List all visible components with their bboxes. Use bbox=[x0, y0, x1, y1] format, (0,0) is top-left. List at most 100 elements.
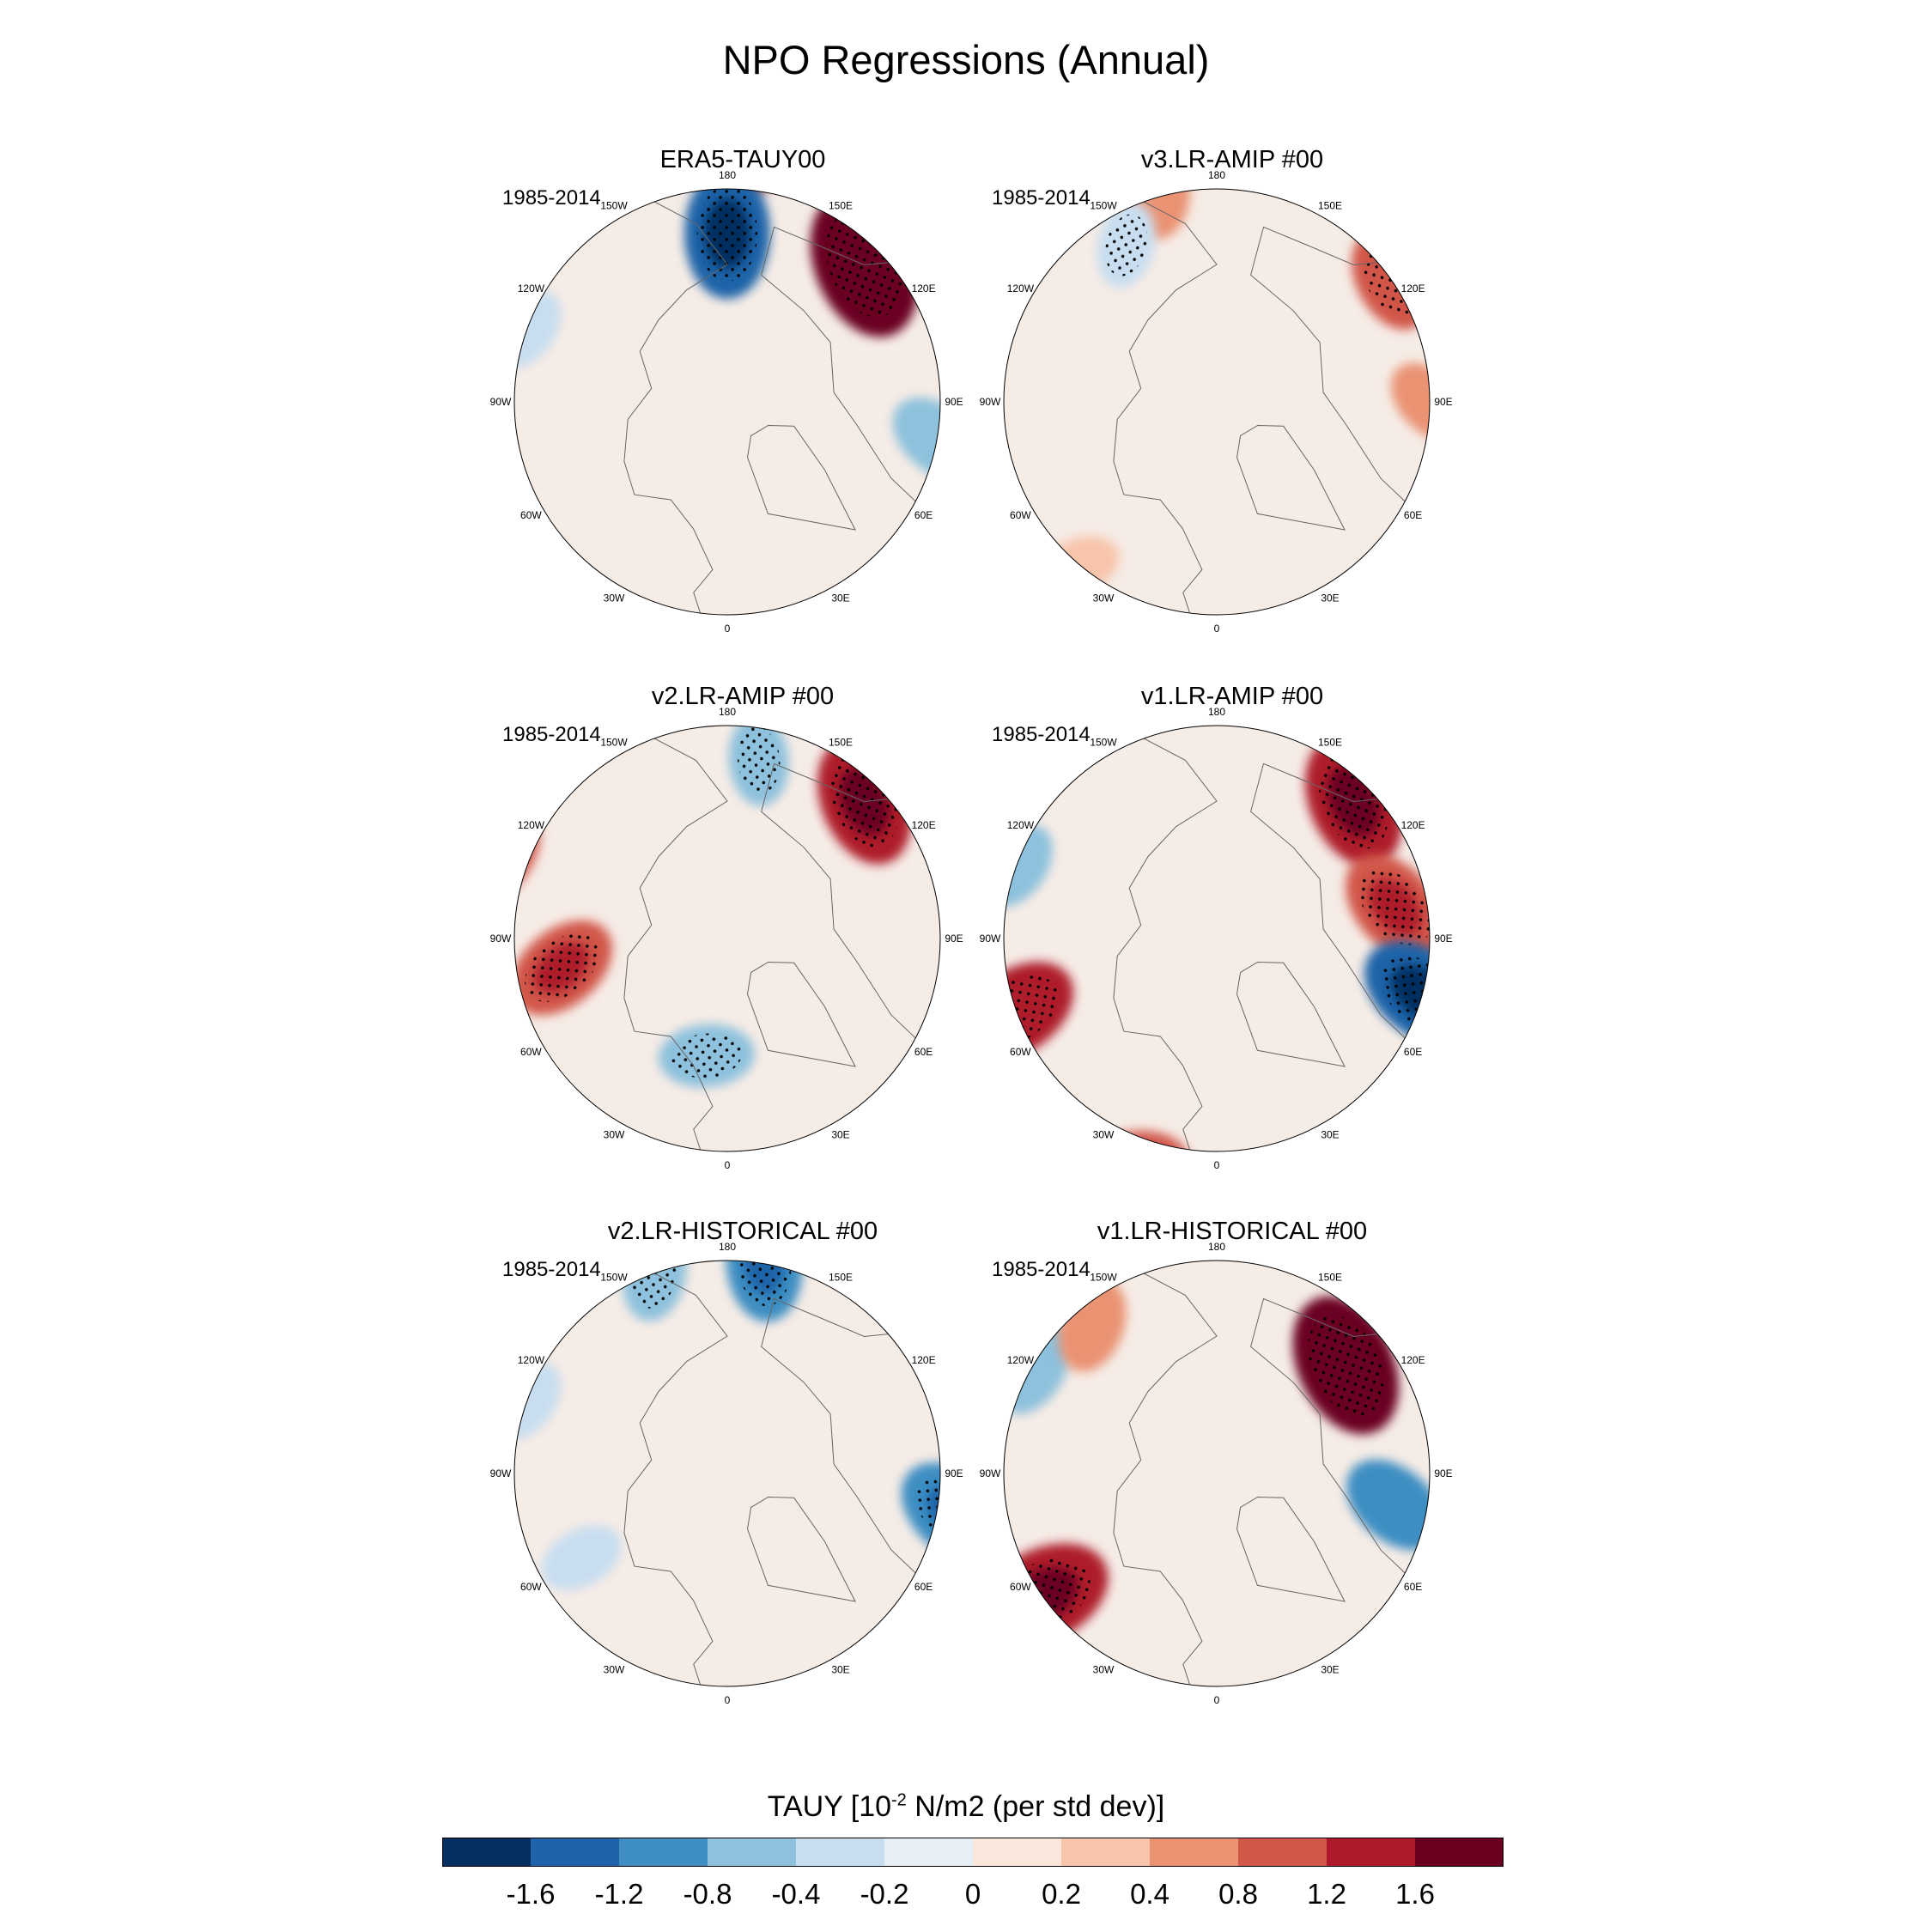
polar-map: 180 150E 120E 90E 60E 30E 0 30W 60W 90W 120W 150W bbox=[490, 706, 963, 1171]
panel-period: 1985-2014 bbox=[992, 1258, 1091, 1281]
longitude-label: 60W bbox=[520, 1046, 542, 1058]
panel-period: 1985-2014 bbox=[502, 723, 601, 746]
anomaly-core bbox=[1369, 1480, 1421, 1529]
colorbar-swatch bbox=[1238, 1838, 1327, 1867]
negative-anomaly bbox=[1453, 803, 1562, 918]
significance-stipple bbox=[525, 933, 598, 1002]
longitude-label: 60E bbox=[914, 1581, 933, 1593]
map-panel: v2.LR-AMIP #00 180 150E 120E 90E 60E 30E 0 30W 60… bbox=[490, 683, 983, 1172]
coastline bbox=[1250, 1297, 1430, 1597]
map-border bbox=[1003, 725, 1431, 1152]
longitude-label: 120E bbox=[1401, 283, 1425, 295]
longitude-label: 120W bbox=[518, 283, 545, 295]
longitude-label: 150E bbox=[829, 1271, 853, 1283]
colorbar-units-suffix: N/m2 (per std dev)] bbox=[906, 1790, 1165, 1823]
longitude-label: 180 bbox=[1208, 169, 1225, 181]
colorbar-tick-label: -0.2 bbox=[860, 1878, 909, 1910]
longitude-label: 150E bbox=[1318, 199, 1342, 211]
coastline bbox=[1236, 1496, 1346, 1602]
longitude-label: 180 bbox=[719, 169, 736, 181]
longitude-label: 90W bbox=[490, 1467, 512, 1479]
longitude-label: 60E bbox=[1404, 509, 1422, 521]
panel-title: v1.LR-HISTORICAL #00 bbox=[1097, 1218, 1368, 1245]
longitude-label: 120E bbox=[1401, 819, 1425, 831]
longitude-label: 90E bbox=[1434, 396, 1452, 408]
map-border bbox=[513, 725, 941, 1152]
significance-stipple bbox=[722, 94, 780, 180]
significance-stipple bbox=[600, 617, 677, 673]
longitude-label: 60W bbox=[1010, 1046, 1031, 1058]
significance-stipple bbox=[1405, 1293, 1430, 1357]
significance-stipple bbox=[879, 1261, 935, 1299]
longitude-label: 120W bbox=[1007, 283, 1035, 295]
coastline bbox=[1004, 1261, 1279, 1686]
longitude-label: 120W bbox=[518, 1354, 545, 1366]
significance-stipple bbox=[696, 189, 758, 282]
negative-anomaly bbox=[1474, 1364, 1579, 1473]
longitude-label: 30E bbox=[831, 1664, 849, 1676]
map-border bbox=[1003, 188, 1431, 616]
panel-title: v3.LR-AMIP #00 bbox=[1140, 146, 1324, 173]
polar-map: 180 150E 120E 90E 60E 30E 0 30W 60W 90W 120W 150W bbox=[490, 169, 963, 635]
coastline bbox=[514, 726, 789, 1151]
colorbar-swatch bbox=[973, 1838, 1062, 1867]
significance-stipple bbox=[1308, 1315, 1384, 1416]
longitude-label: 150W bbox=[600, 1271, 628, 1283]
map-panel: v2.LR-HISTORICAL #00 180 150E 120E 90E 60E 30E… bbox=[490, 1218, 983, 1707]
positive-anomaly bbox=[867, 1261, 940, 1313]
colorbar-swatch bbox=[1150, 1838, 1239, 1867]
colorbar-tick-label: -0.4 bbox=[771, 1878, 821, 1910]
coastline bbox=[1250, 762, 1430, 1062]
coastline bbox=[1236, 961, 1346, 1067]
longitude-label: 120E bbox=[1401, 1354, 1425, 1366]
significance-stipple bbox=[822, 86, 886, 173]
panel-title: v1.LR-AMIP #00 bbox=[1140, 683, 1324, 710]
negative-anomaly bbox=[809, 70, 900, 188]
significance-stipple bbox=[737, 726, 781, 794]
longitude-label: 90E bbox=[945, 396, 963, 408]
longitude-label: 60W bbox=[520, 1581, 542, 1593]
longitude-label: 60E bbox=[1404, 1581, 1422, 1593]
polar-map: 180 150E 120E 90E 60E 30E 0 30W 60W 90W 120W 150W bbox=[980, 706, 1453, 1171]
longitude-label: 60E bbox=[914, 1046, 933, 1058]
longitude-label: 60W bbox=[1010, 1581, 1031, 1593]
longitude-label: 30E bbox=[831, 1129, 849, 1141]
colorbar-units-exponent: -2 bbox=[891, 1790, 907, 1810]
significance-stipple bbox=[890, 574, 940, 615]
colorbar-swatch bbox=[1061, 1838, 1151, 1867]
map-background bbox=[1004, 189, 1430, 615]
coastline bbox=[761, 762, 940, 1062]
coastline bbox=[514, 1261, 789, 1686]
colorbar-tick-label: 1.2 bbox=[1307, 1878, 1346, 1910]
colorbar bbox=[442, 1838, 1504, 1867]
colorbar-tick-label: 1.6 bbox=[1395, 1878, 1435, 1910]
colorbar-title: TAUY [10-2 N/m2 (per std dev)] bbox=[0, 1790, 1932, 1824]
longitude-label: 150E bbox=[829, 736, 853, 748]
polar-map: 180 150E 120E 90E 60E 30E 0 30W 60W 90W 120W 150W bbox=[490, 1241, 963, 1706]
negative-anomaly bbox=[1300, 189, 1370, 198]
significance-stipple bbox=[770, 627, 829, 710]
longitude-label: 60W bbox=[520, 509, 542, 521]
longitude-label: 0 bbox=[725, 623, 731, 635]
longitude-label: 60E bbox=[1404, 1046, 1422, 1058]
map-background bbox=[514, 1261, 940, 1686]
colorbar-tick-label: 0.8 bbox=[1218, 1878, 1258, 1910]
polar-map: 180 150E 120E 90E 60E 30E 0 30W 60W 90W 120W 150W bbox=[980, 1241, 1453, 1706]
longitude-label: 30W bbox=[1093, 1129, 1115, 1141]
significance-stipple bbox=[671, 1033, 742, 1078]
longitude-label: 0 bbox=[1214, 1694, 1220, 1706]
longitude-label: 150W bbox=[600, 199, 628, 211]
coastline bbox=[746, 424, 856, 531]
longitude-label: 30E bbox=[831, 592, 849, 605]
colorbar-tick-label: -1.6 bbox=[506, 1878, 556, 1910]
significance-stipple bbox=[1304, 107, 1366, 190]
polar-map: 180 150E 120E 90E 60E 30E 0 30W 60W 90W 120W 150W bbox=[980, 169, 1453, 635]
coastline bbox=[1004, 189, 1279, 615]
negative-anomaly bbox=[541, 1524, 622, 1591]
panel-period: 1985-2014 bbox=[502, 1258, 601, 1281]
significance-stipple bbox=[1489, 1380, 1564, 1458]
longitude-label: 90E bbox=[1434, 1467, 1452, 1479]
map-border bbox=[1003, 1260, 1431, 1687]
longitude-label: 30W bbox=[604, 592, 625, 605]
